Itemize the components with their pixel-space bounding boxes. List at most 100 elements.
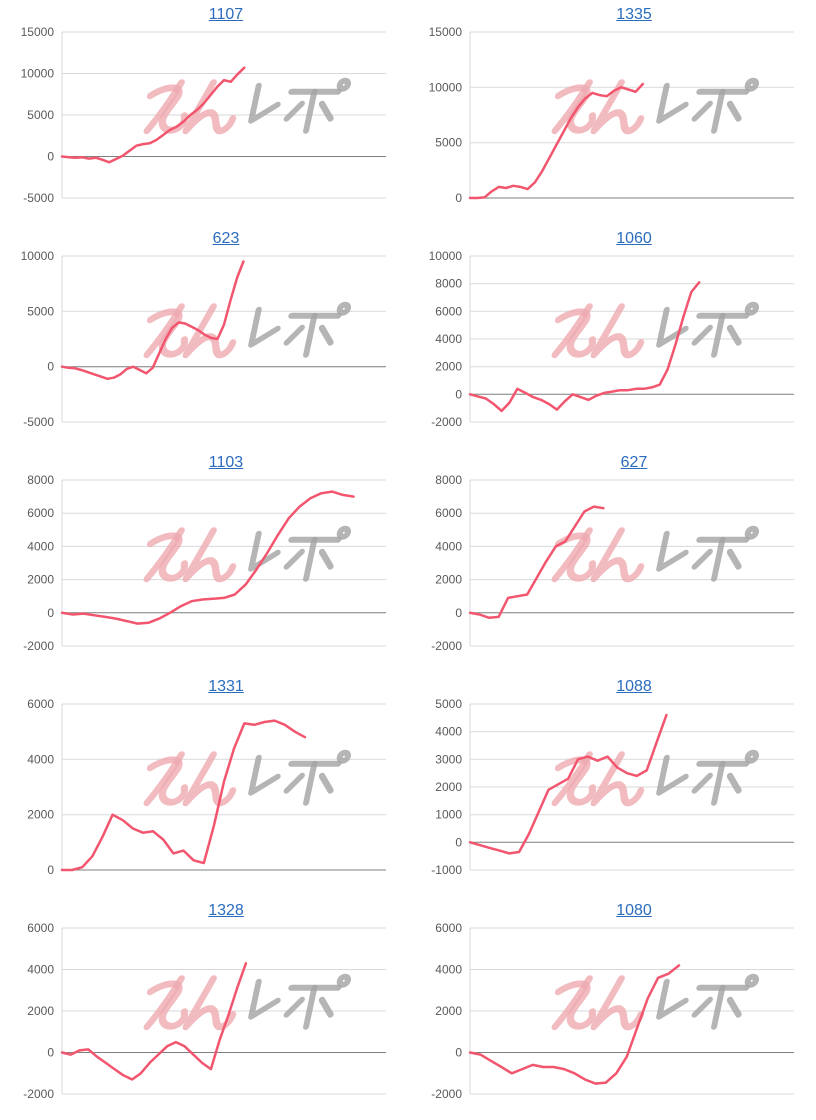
chart-title-row: 1103: [0, 448, 408, 472]
watermark-minrepo-logo: [143, 977, 349, 1027]
watermark-minrepo-logo: [143, 81, 349, 131]
chart-title-link-1080[interactable]: 1080: [616, 902, 652, 919]
chart-title-link-627[interactable]: 627: [620, 454, 648, 471]
y-axis-tick-label: -2000: [431, 1087, 462, 1101]
y-axis-tick-label: 8000: [435, 277, 462, 291]
chart-title-row: 1331: [0, 672, 408, 696]
y-axis-tick-label: 2000: [27, 808, 54, 822]
chart-title-row: 627: [408, 448, 816, 472]
slump-line: [468, 713, 668, 855]
y-axis-tick-label: 3000: [435, 752, 462, 766]
watermark-minrepo-logo: [551, 81, 757, 131]
slump-chart-1088: 5000 4000 3000 2000 1000 0 -1000: [431, 697, 794, 877]
watermark-minrepo-logo: [143, 753, 349, 803]
y-axis-tick-label: 6000: [435, 921, 462, 935]
y-axis-tick-label: 0: [455, 387, 462, 401]
slump-line: [60, 719, 307, 872]
y-axis-tick-label: -2000: [23, 1087, 54, 1101]
chart-title-link-1103[interactable]: 1103: [208, 454, 244, 471]
slump-line: [60, 490, 355, 625]
y-axis-tick-label: 6000: [435, 506, 462, 520]
y-axis-tick-label: 0: [455, 191, 462, 205]
y-axis-tick-label: 2000: [435, 1004, 462, 1018]
slump-line: [468, 505, 605, 620]
chart-cell-1103: 1103 8000 6000 4000 2000 0 -2000: [0, 448, 408, 672]
chart-cell-1080: 1080 6000 4000 2000 0 -2000: [408, 896, 816, 1120]
chart-cell-1331: 1331 6000 4000 2000 0: [0, 672, 408, 896]
y-axis-tick-label: 5000: [435, 136, 462, 150]
chart-cell-1060: 1060 10000 8000 6000 4000 2000 0 -2000: [408, 224, 816, 448]
watermark-minrepo-logo: [551, 305, 757, 355]
y-axis-tick-label: 8000: [435, 473, 462, 487]
chart-title-link-1328[interactable]: 1328: [208, 902, 244, 919]
y-axis-tick-label: 0: [47, 1046, 54, 1060]
chart-title-row: 1328: [0, 896, 408, 920]
y-axis-tick-label: 10000: [21, 249, 55, 263]
watermark-minrepo-logo: [551, 753, 757, 803]
chart-title-row: 623: [0, 224, 408, 248]
y-axis-tick-label: -5000: [23, 191, 54, 205]
slump-line: [60, 962, 248, 1081]
y-axis-tick-label: 2000: [27, 573, 54, 587]
y-axis-tick-label: 2000: [27, 1004, 54, 1018]
y-axis-tick-label: 4000: [27, 752, 54, 766]
slump-chart-627: 8000 6000 4000 2000 0 -2000: [431, 473, 794, 653]
y-axis-tick-label: 4000: [435, 332, 462, 346]
chart-title-link-1331[interactable]: 1331: [208, 678, 244, 695]
y-axis-tick-label: 10000: [21, 67, 55, 81]
watermark-minrepo-logo: [143, 305, 349, 355]
y-axis-tick-label: 4000: [27, 963, 54, 977]
y-axis-tick-label: -5000: [23, 415, 54, 429]
y-axis-tick-label: 6000: [435, 304, 462, 318]
y-axis-tick-label: 6000: [27, 921, 54, 935]
y-axis-tick-label: -1000: [431, 863, 462, 877]
chart-cell-623: 623 10000 5000 0 -5000: [0, 224, 408, 448]
chart-title-link-1088[interactable]: 1088: [616, 678, 652, 695]
chart-cell-1328: 1328 6000 4000 2000 0 -2000: [0, 896, 408, 1120]
y-axis-tick-label: 1000: [435, 808, 462, 822]
slump-line: [468, 964, 681, 1085]
y-axis-tick-label: 6000: [27, 697, 54, 711]
chart-title-row: 1080: [408, 896, 816, 920]
chart-cell-1088: 1088 5000 4000 3000 2000 1000 0 -1000: [408, 672, 816, 896]
slump-line: [60, 66, 246, 164]
chart-cell-627: 627 8000 6000 4000 2000 0 -2000: [408, 448, 816, 672]
chart-title-link-1060[interactable]: 1060: [616, 230, 652, 247]
y-axis-tick-label: 4000: [435, 725, 462, 739]
chart-title-link-623[interactable]: 623: [212, 230, 240, 247]
y-axis-tick-label: 2000: [435, 360, 462, 374]
chart-title-row: 1088: [408, 672, 816, 696]
chart-title-link-1107[interactable]: 1107: [208, 6, 244, 23]
slump-chart-623: 10000 5000 0 -5000: [21, 249, 386, 429]
slump-line: [60, 260, 245, 381]
y-axis-tick-label: 5000: [27, 304, 54, 318]
y-axis-tick-label: 15000: [21, 25, 55, 39]
slump-chart-1107: 15000 10000 5000 0 -5000: [21, 25, 386, 205]
y-axis-tick-label: -2000: [431, 639, 462, 653]
y-axis-tick-label: 2000: [435, 573, 462, 587]
y-axis-tick-label: 10000: [429, 80, 463, 94]
y-axis-tick-label: 0: [455, 606, 462, 620]
chart-title-link-1335[interactable]: 1335: [616, 6, 652, 23]
slump-chart-1103: 8000 6000 4000 2000 0 -2000: [23, 473, 386, 653]
y-axis-tick-label: 2000: [435, 780, 462, 794]
chart-title-row: 1335: [408, 0, 816, 24]
slump-line: [468, 82, 645, 200]
chart-cell-1107: 1107 15000 10000 5000 0 -5000: [0, 0, 408, 224]
slump-chart-1060: 10000 8000 6000 4000 2000 0 -2000: [429, 249, 794, 429]
y-axis-tick-label: -2000: [431, 415, 462, 429]
slump-chart-1080: 6000 4000 2000 0 -2000: [431, 921, 794, 1101]
y-axis-tick-label: 4000: [435, 963, 462, 977]
y-axis-tick-label: -2000: [23, 639, 54, 653]
y-axis-tick-label: 0: [47, 150, 54, 164]
y-axis-tick-label: 6000: [27, 506, 54, 520]
slump-chart-1328: 6000 4000 2000 0 -2000: [23, 921, 386, 1101]
y-axis-tick-label: 0: [47, 606, 54, 620]
watermark-minrepo-logo: [143, 529, 349, 579]
y-axis-tick-label: 10000: [429, 249, 463, 263]
y-axis-tick-label: 0: [455, 1046, 462, 1060]
chart-cell-1335: 1335 15000 10000 5000 0: [408, 0, 816, 224]
y-axis-tick-label: 5000: [435, 697, 462, 711]
